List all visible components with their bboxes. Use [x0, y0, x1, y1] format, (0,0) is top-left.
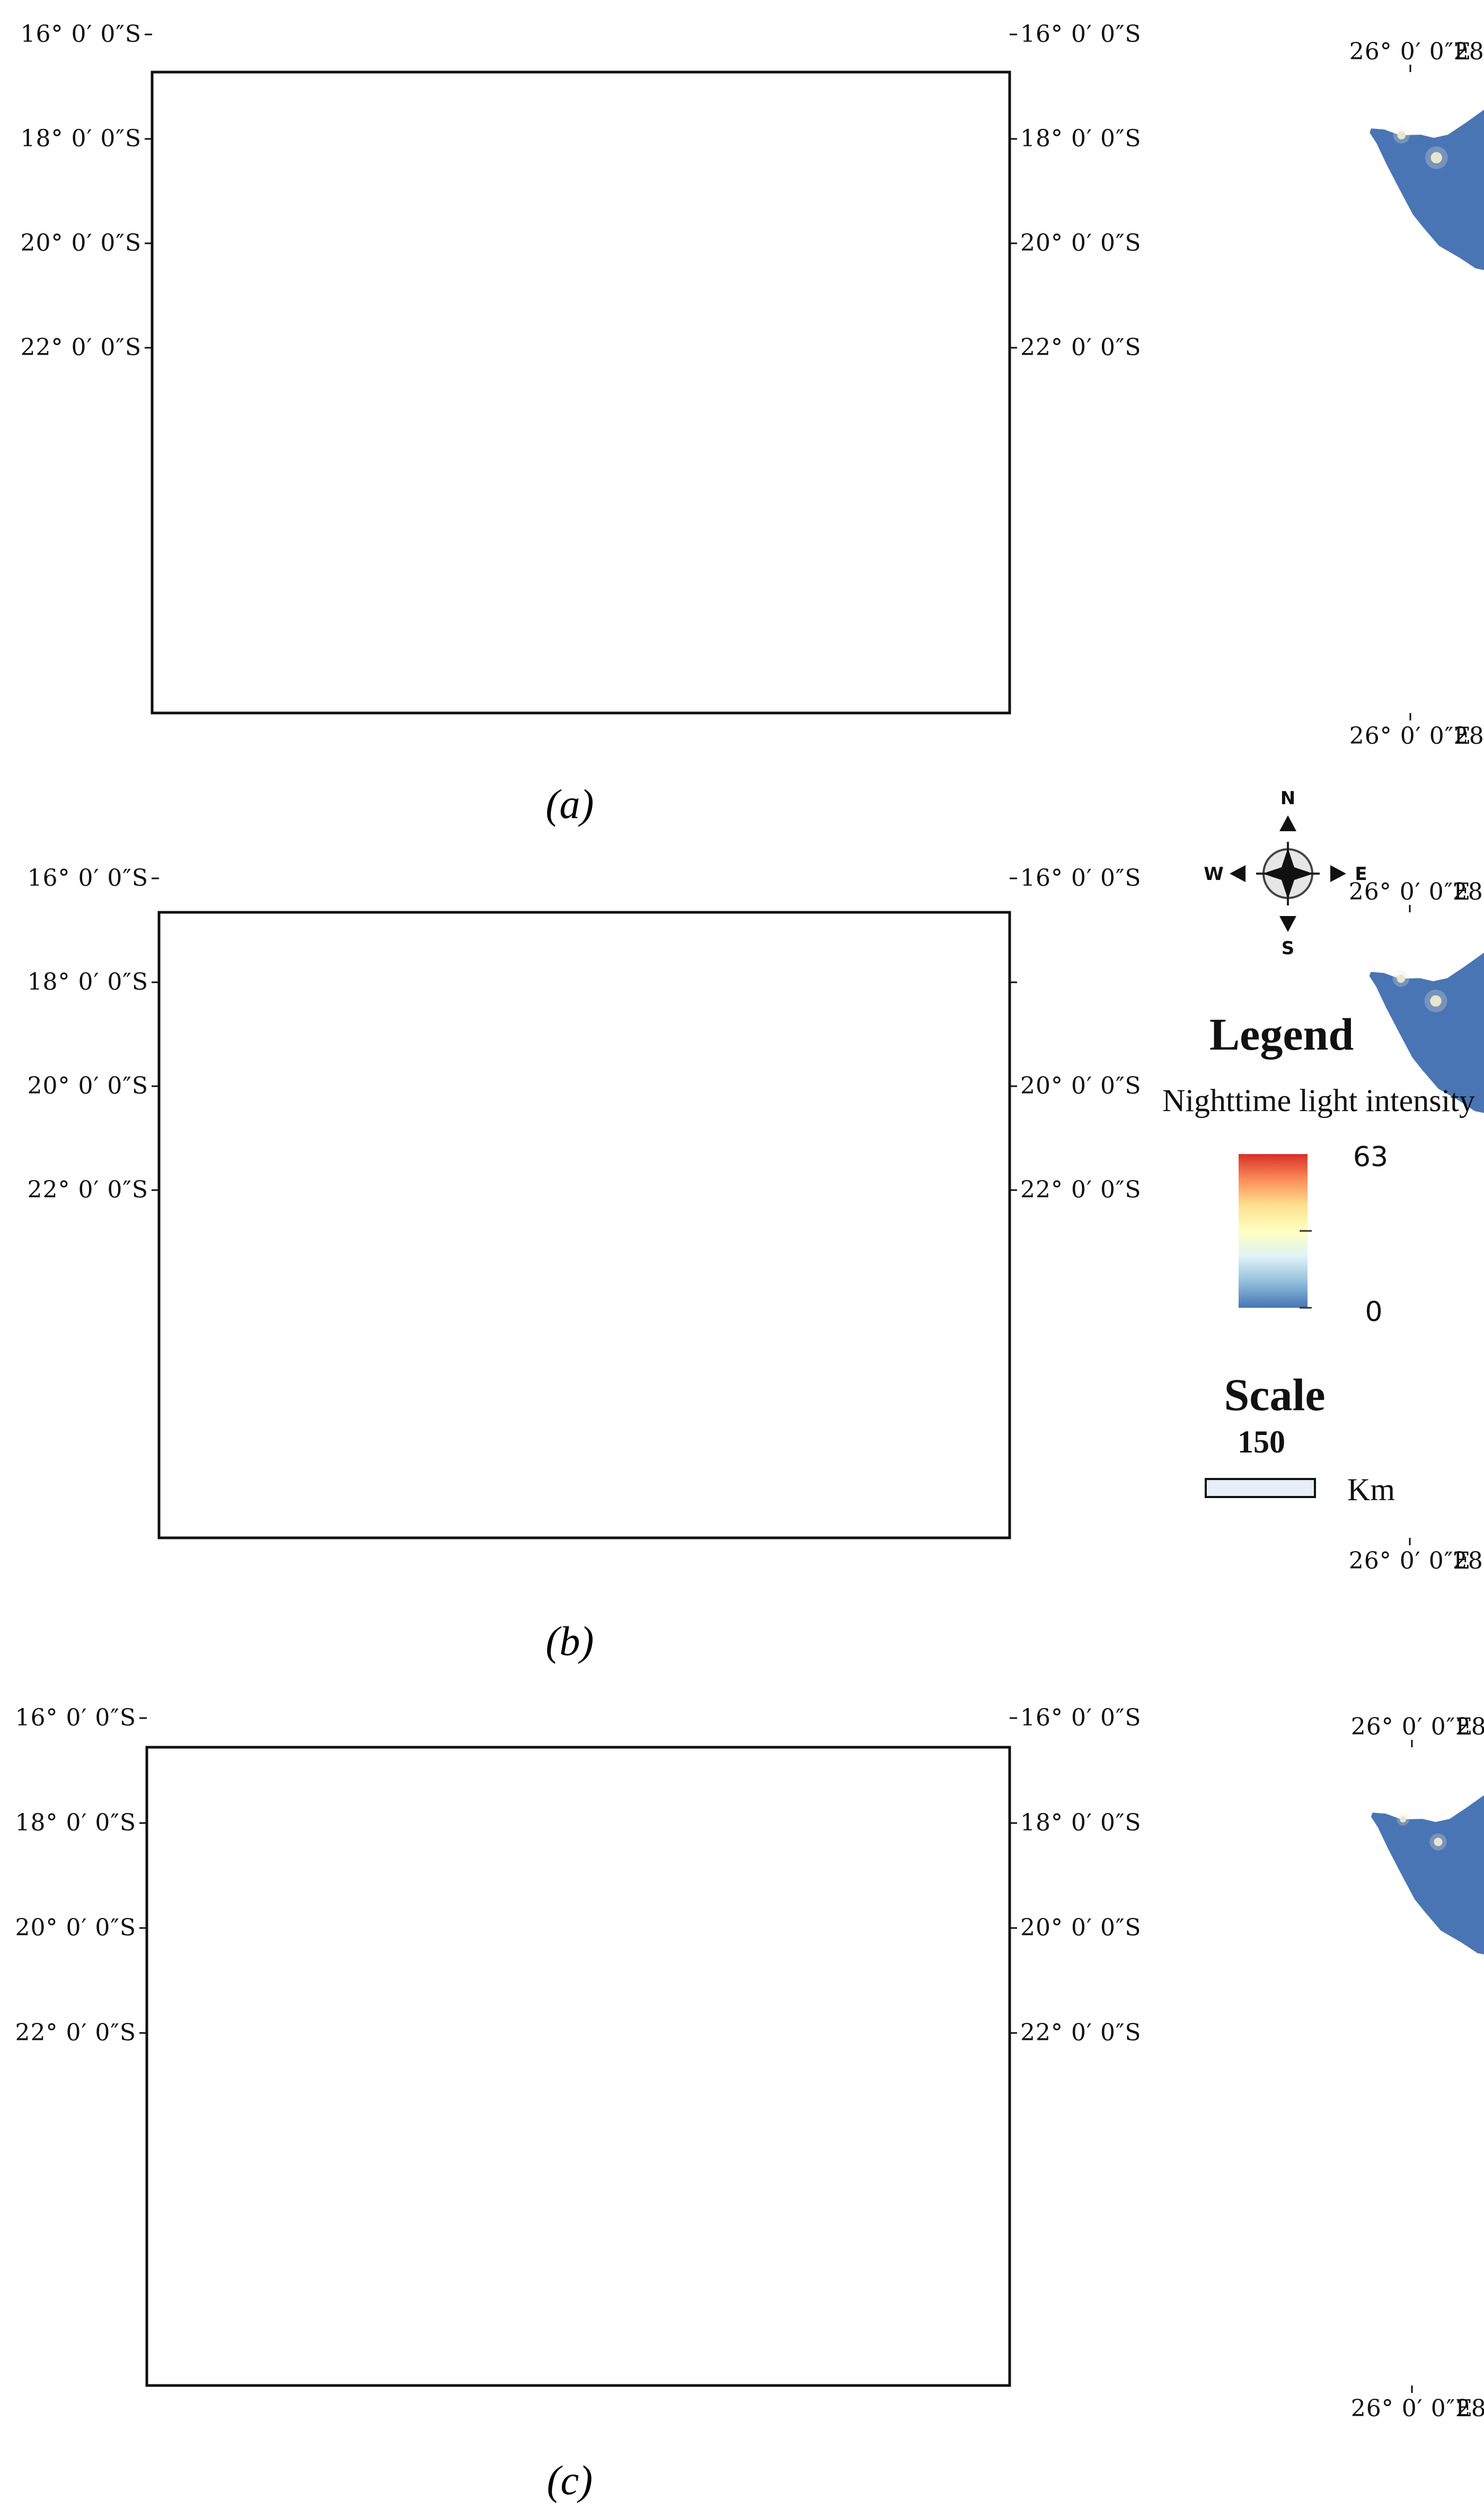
country-map [1369, 952, 1484, 1113]
latitude-labels-left: 16° 0′ 0″S 18° 0′ 0″S 20° 0′ 0″S 22° 0′ 0″S [27, 865, 159, 1203]
latitude-label: 20° 0′ 0″S [1020, 230, 1142, 257]
panel-caption: (b) [546, 1618, 594, 1664]
country-shape [1370, 109, 1484, 270]
scale-value: 150 [1238, 1424, 1285, 1459]
latitude-label: 20° 0′ 0″S [1020, 1914, 1142, 1941]
longitude-label: 28° 0′ 0″E [1454, 38, 1484, 65]
latitude-label: 20° 0′ 0″S [1020, 1072, 1142, 1099]
longitude-label: 26° 0′ 0″E [1349, 878, 1471, 905]
legend-title: Legend [1209, 1009, 1354, 1060]
latitude-labels-right: 16° 0′ 0″S 18° 0′ 0″S 20° 0′ 0″S 22° 0′ 0″S [1010, 1704, 1142, 2046]
map-frame [157, 911, 1011, 1539]
scale-bar: Scale 150 Km [1205, 1369, 1395, 1507]
light-cluster [1400, 1816, 1407, 1823]
longitude-labels-bottom: 26° 0′ 0″E28° 0′ 0″E30° 0′ 0″E32° 0′ 0″E… [1349, 1538, 1484, 1574]
compass-n-label: N [1280, 788, 1295, 809]
country-map [1370, 109, 1484, 270]
light-cluster [1397, 131, 1406, 139]
latitude-label: 20° 0′ 0″S [15, 1914, 136, 1941]
scale-title: Scale [1224, 1369, 1325, 1420]
latitude-labels-left: 16° 0′ 0″S 18° 0′ 0″S 20° 0′ 0″S 22° 0′ 0″S [20, 21, 152, 361]
longitude-label: 28° 0′ 0″E [1453, 878, 1484, 905]
arrow-east-icon [1330, 865, 1346, 882]
longitude-label: 28° 0′ 0″E [1456, 2395, 1484, 2422]
arrow-south-icon [1279, 916, 1296, 932]
latitude-label: 16° 0′ 0″S [1020, 21, 1142, 48]
longitude-label: 26° 0′ 0″E [1349, 723, 1472, 750]
latitude-label: 16° 0′ 0″S [15, 1704, 136, 1731]
legend: Legend Nighttime light intensity 63 0 [1162, 1009, 1475, 1328]
scale-unit: Km [1347, 1472, 1395, 1507]
longitude-label: 28° 0′ 0″E [1456, 1713, 1484, 1740]
light-cluster [1430, 152, 1442, 164]
arrow-north-icon [1279, 815, 1296, 831]
latitude-label: 22° 0′ 0″S [1020, 1176, 1142, 1203]
longitude-labels-top: 26° 0′ 0″E28° 0′ 0″E30° 0′ 0″E32° 0′ 0″E… [1349, 878, 1484, 912]
longitude-labels-bottom: 26° 0′ 0″E28° 0′ 0″E30° 0′ 0″E32° 0′ 0″E… [1351, 2385, 1484, 2422]
map-panel-a: 26° 0′ 0″E28° 0′ 0″E30° 0′ 0″E32° 0′ 0″E… [20, 21, 1484, 827]
latitude-labels-right: 16° 0′ 0″S 18° 0′ 0″S 20° 0′ 0″S 22° 0′ 0″S [1010, 21, 1142, 361]
latitude-label: 20° 0′ 0″S [27, 1072, 148, 1099]
latitude-label: 22° 0′ 0″S [20, 334, 142, 361]
panel-caption: (c) [547, 2457, 593, 2503]
latitude-labels-right: 16° 0′ 0″S 20° 0′ 0″S 22° 0′ 0″S [1010, 865, 1142, 1203]
country-shape [1369, 952, 1484, 1113]
country-map [1371, 1795, 1484, 1955]
light-cluster [1397, 974, 1406, 983]
longitude-label: 26° 0′ 0″E [1351, 1713, 1473, 1740]
latitude-label: 16° 0′ 0″S [1020, 1704, 1142, 1731]
latitude-label: 18° 0′ 0″S [1020, 125, 1142, 152]
longitude-label: 26° 0′ 0″E [1349, 1547, 1471, 1574]
longitude-label: 28° 0′ 0″E [1453, 1547, 1484, 1574]
longitude-label: 28° 0′ 0″E [1454, 723, 1484, 750]
longitude-labels-bottom: 26° 0′ 0″E28° 0′ 0″E30° 0′ 0″E32° 0′ 0″E… [1349, 713, 1484, 750]
latitude-label: 22° 0′ 0″S [15, 2019, 136, 2046]
latitude-label: 16° 0′ 0″S [27, 865, 148, 892]
legend-max-label: 63 [1353, 1141, 1388, 1173]
map-frame [151, 71, 1011, 715]
latitude-label: 22° 0′ 0″S [1020, 2019, 1142, 2046]
compass-star-icon [1262, 848, 1313, 899]
map-panel-b: 26° 0′ 0″E28° 0′ 0″E30° 0′ 0″E32° 0′ 0″E… [27, 865, 1484, 1664]
latitude-label: 16° 0′ 0″S [20, 21, 142, 48]
latitude-label: 22° 0′ 0″S [27, 1176, 148, 1203]
latitude-label: 18° 0′ 0″S [20, 125, 142, 152]
legend-subtitle: Nighttime light intensity [1162, 1083, 1475, 1118]
longitude-labels-top: 26° 0′ 0″E28° 0′ 0″E30° 0′ 0″E32° 0′ 0″E… [1351, 1713, 1484, 1747]
latitude-label: 20° 0′ 0″S [20, 230, 142, 257]
arrow-west-icon [1230, 865, 1246, 882]
color-ramp [1239, 1154, 1308, 1308]
map-frame [145, 1746, 1011, 2387]
country-shape [1371, 1795, 1484, 1955]
panel-caption: (a) [546, 781, 594, 827]
legend-min-label: 0 [1365, 1296, 1382, 1328]
latitude-label: 22° 0′ 0″S [1020, 334, 1142, 361]
longitude-label: 26° 0′ 0″E [1351, 2395, 1473, 2422]
latitude-labels-left: 16° 0′ 0″S 18° 0′ 0″S 20° 0′ 0″S 22° 0′ 0″S [15, 1704, 147, 2046]
longitude-label: 26° 0′ 0″E [1349, 38, 1472, 65]
map-panel-c: 26° 0′ 0″E28° 0′ 0″E30° 0′ 0″E32° 0′ 0″E… [15, 1704, 1484, 2503]
latitude-label: 18° 0′ 0″S [15, 1809, 136, 1836]
longitude-labels-top: 26° 0′ 0″E28° 0′ 0″E30° 0′ 0″E32° 0′ 0″E… [1349, 38, 1484, 72]
scale-bar-segment [1205, 1478, 1316, 1498]
compass-s-label: S [1282, 938, 1295, 959]
light-cluster [1430, 995, 1442, 1007]
light-cluster [1434, 1837, 1443, 1846]
compass-w-label: W [1204, 864, 1224, 885]
latitude-label: 18° 0′ 0″S [1020, 1809, 1142, 1836]
latitude-label: 16° 0′ 0″S [1020, 865, 1142, 892]
north-arrow: N S E W [1204, 788, 1367, 959]
compass-e-label: E [1355, 864, 1367, 885]
latitude-label: 18° 0′ 0″S [27, 969, 148, 996]
